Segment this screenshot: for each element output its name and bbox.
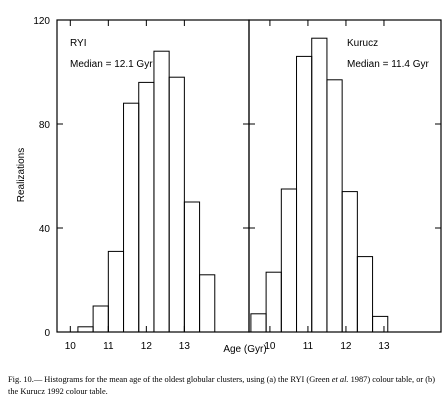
- panel-label: RYI: [70, 38, 87, 49]
- histogram-bar: [326, 79, 343, 333]
- histogram-bar: [296, 55, 313, 333]
- caption-lead: Fig. 10.— Histograms for the mean age of…: [8, 375, 330, 384]
- histogram-bar: [107, 250, 125, 333]
- histogram-bar: [280, 188, 298, 333]
- histogram-bar: [199, 274, 216, 333]
- histogram-bar: [311, 37, 328, 333]
- histogram-bar: [183, 201, 201, 333]
- caption-rest: 1987) colour table, or (b) the Kurucz 19…: [8, 375, 436, 396]
- histogram-bar: [138, 81, 155, 333]
- histogram-bar: [265, 271, 282, 333]
- caption-etal: et al.: [331, 375, 349, 384]
- x-tick-label: 10: [264, 341, 276, 352]
- histogram-bar: [341, 191, 358, 333]
- panel-label: Kurucz: [347, 38, 378, 49]
- histogram-bar: [77, 326, 94, 333]
- y-tick-label: 0: [44, 328, 50, 339]
- x-tick-label: 12: [141, 341, 153, 352]
- median-annotation: Median = 11.4 Gyr: [347, 59, 429, 70]
- y-tick-label: 40: [39, 224, 51, 235]
- x-tick-label: 10: [65, 341, 77, 352]
- histogram-bar: [356, 256, 374, 333]
- y-tick-label: 80: [39, 120, 51, 131]
- histogram-bar: [250, 313, 267, 333]
- x-tick-label: 11: [303, 341, 314, 352]
- x-axis-label: Age (Gyr): [223, 344, 266, 355]
- panel-ryi: 0 40 80 120 10 11 12 13 RYI Median = 12.1 Gyr: [33, 16, 250, 352]
- x-tick-label: 11: [103, 341, 114, 352]
- x-tick-label: 13: [179, 341, 191, 352]
- histogram-bar: [153, 50, 170, 333]
- median-annotation: Median = 12.1 Gyr: [70, 59, 153, 70]
- histogram-bar: [92, 305, 109, 333]
- x-tick-label: 13: [378, 341, 390, 352]
- x-tick-label: 12: [340, 341, 352, 352]
- y-tick-label: 120: [33, 16, 50, 27]
- figure-caption: Fig. 10.— Histograms for the mean age of…: [8, 374, 440, 398]
- histogram-bar: [168, 76, 185, 333]
- panel-kurucz: 10 11 12 13 Kurucz Median = 11.4 Gyr: [248, 19, 442, 352]
- plot-frame: [248, 19, 442, 333]
- histogram-bar: [372, 315, 389, 333]
- histogram-bar: [123, 102, 140, 333]
- y-axis-label: Realizations: [16, 148, 27, 202]
